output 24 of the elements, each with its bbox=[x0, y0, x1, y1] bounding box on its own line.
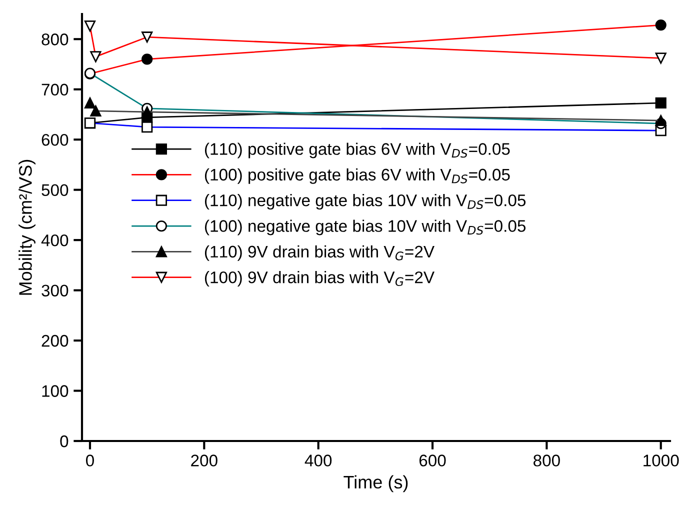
y-tick-label: 400 bbox=[41, 234, 68, 246]
legend-label: (110) negative gate bias 10V with V$_{DS}$=0.05 bbox=[204, 194, 526, 210]
y-tick-label: 300 bbox=[42, 284, 68, 296]
legend-label: (110) positive gate bias 6V with V$_{DS}$=0.05 bbox=[204, 142, 510, 158]
y-tick-label: 0 bbox=[60, 435, 68, 448]
point bbox=[655, 97, 666, 108]
x-tick-label: 400 bbox=[304, 454, 332, 466]
x-tick-label: 200 bbox=[191, 454, 218, 466]
legend-label: (100) 9V drain bias with V$_{G}$=2V bbox=[204, 271, 434, 287]
legend-label: (110) 9V drain bias with V$_{G}$=2V bbox=[204, 245, 434, 261]
y-tick-label: 600 bbox=[42, 134, 68, 146]
y-tick-label: 100 bbox=[42, 385, 68, 397]
legend-label: (100) negative gate bias 10V with V$_{DS}$=0.05 bbox=[204, 220, 526, 236]
x-tick-label: 0 bbox=[86, 454, 94, 466]
x-tick-label: 800 bbox=[534, 454, 560, 466]
y-tick-label: 200 bbox=[42, 334, 68, 347]
legend-label: (100) positive gate bias 6V with V$_{DS}$=0.05 bbox=[204, 168, 510, 184]
y-tick-label: 800 bbox=[42, 34, 68, 46]
y-axis-title: Mobility (cm²/VS) bbox=[18, 160, 36, 295]
x-tick-label: 600 bbox=[419, 454, 446, 466]
x-tick-label: 1000 bbox=[644, 454, 679, 466]
x-axis-title: Time (s) bbox=[344, 475, 408, 492]
y-tick-label: 500 bbox=[42, 184, 68, 196]
y-tick-label: 700 bbox=[42, 84, 68, 96]
